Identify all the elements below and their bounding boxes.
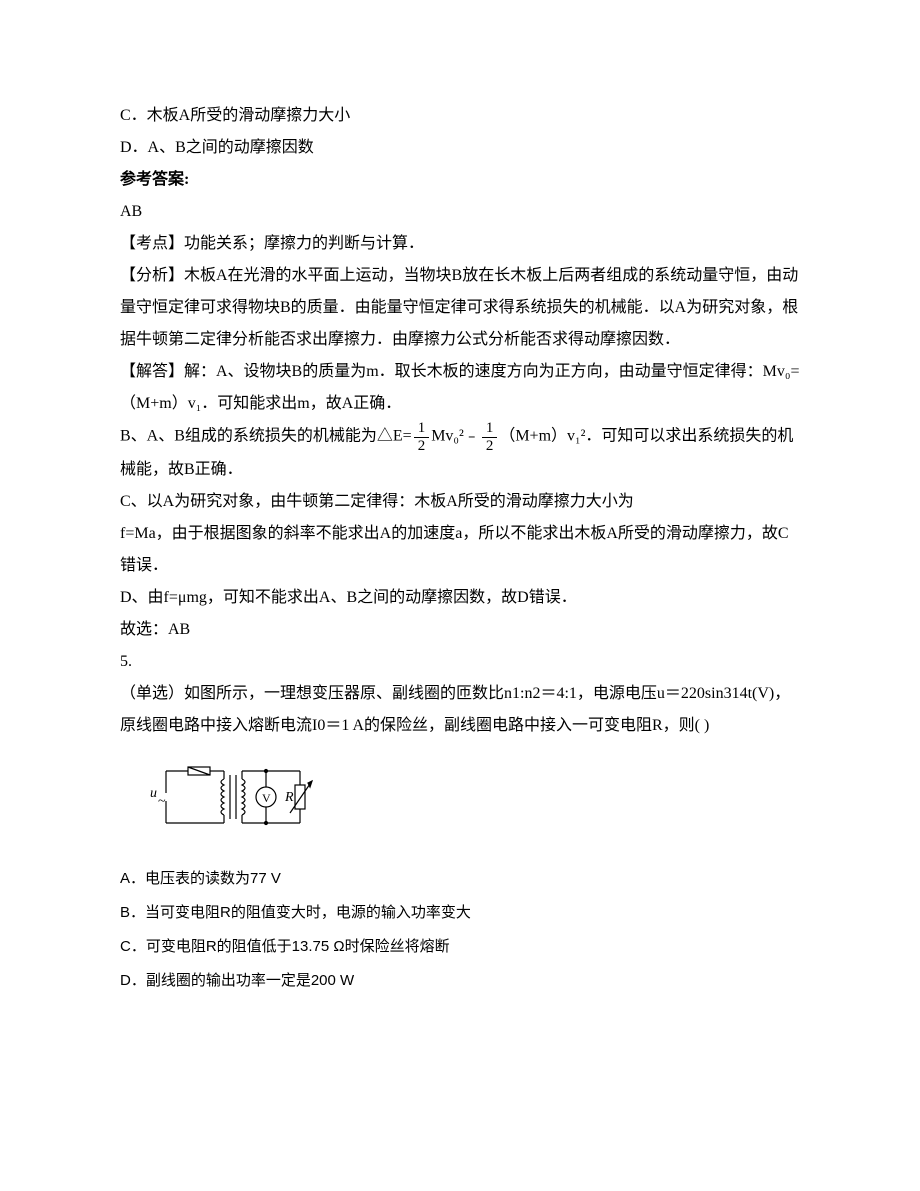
q5-stem: （单选）如图所示，一理想变压器原、副线圈的匝数比n1:n2＝4:1，电源电压u＝… [120,678,800,742]
kaodian: 【考点】功能关系；摩擦力的判断与计算． [120,228,800,260]
q5-option-d: D．副线圈的输出功率一定是200 W [120,966,800,996]
jieda-d: D、由f=μmg，可知不能求出A、B之间的动摩擦因数，故D错误． [120,582,800,614]
fenxi: 【分析】木板A在光滑的水平面上运动，当物块B放在长木板上后两者组成的系统动量守恒… [120,260,800,356]
jieda-b-pre: B、A、B组成的系统损失的机械能为△E= [120,428,412,445]
jieda-a: 【解答】解：A、设物块B的质量为m．取长木板的速度方向为正方向，由动量守恒定律得… [120,356,800,420]
q5-option-c: C．可变电阻R的阻值低于13.75 Ω时保险丝将熔断 [120,932,800,962]
q5-option-a: A．电压表的读数为77 V [120,864,800,894]
jieda-c: C、以A为研究对象，由牛顿第二定律得：木板A所受的滑动摩擦力大小为 [120,486,800,518]
guxuan: 故选：AB [120,614,800,646]
u-label: u [150,786,157,801]
v-label: V [262,791,271,805]
q5-number: 5. [120,646,800,678]
jieda-b: B、A、B组成的系统损失的机械能为△E=12Mv₀²﹣12（M+m）v₁²．可知… [120,420,800,486]
wave-label: ~ [158,794,166,809]
q4-option-c: C．木板A所受的滑动摩擦力大小 [120,100,800,132]
jieda-c-2: f=Ma，由于根据图象的斜率不能求出A的加速度a，所以不能求出木板A所受的滑动摩… [120,518,800,582]
r-label: R [284,790,294,805]
fraction-half-2: 12 [482,420,498,454]
answer-value: AB [120,196,800,228]
q4-option-d: D．A、B之间的动摩擦因数 [120,132,800,164]
answer-label: 参考答案: [120,164,800,196]
jieda-b-mid1: Mv₀²﹣ [431,428,480,445]
circuit-diagram: u ~ V R [140,757,800,849]
circuit-svg: u ~ V R [140,757,325,837]
fraction-half-1: 12 [414,420,430,454]
q5-option-b: B．当可变电阻R的阻值变大时，电源的输入功率变大 [120,898,800,928]
